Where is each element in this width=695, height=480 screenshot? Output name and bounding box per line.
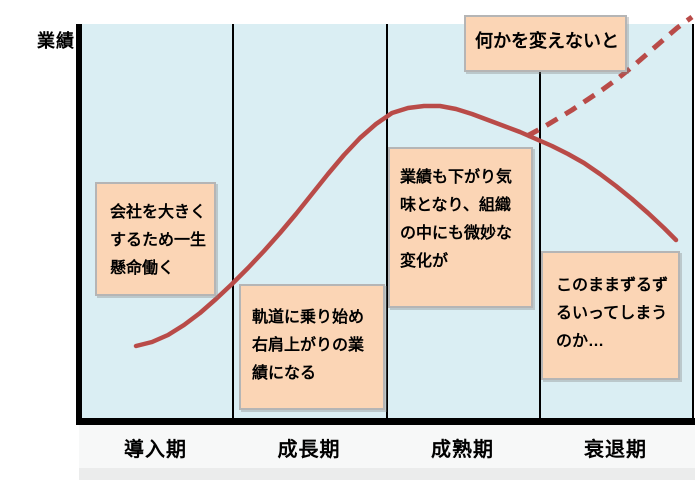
bottom-band: [79, 468, 695, 480]
callout-decline-phase: このままずるずるいってしまうのか…: [541, 251, 680, 380]
callout-growth-phase: 軌道に乗り始め右肩上がりの業績になる: [239, 284, 385, 410]
callout-introduction-text: 会社を大きくするため一生懸命働く: [110, 204, 207, 277]
callout-decline-text: このままずるずるいってしまうのか…: [556, 277, 669, 350]
x-axis-label-growth: 成長期: [277, 438, 341, 461]
phase-divider-1: [232, 24, 234, 418]
callout-introduction-phase: 会社を大きくするため一生懸命働く: [95, 182, 216, 296]
x-axis-label-introduction: 導入期: [124, 438, 187, 461]
callout-growth-text: 軌道に乗り始め右肩上がりの業績になる: [252, 309, 365, 382]
callout-maturity-phase: 業績も下がり気味となり、組織の中にも微妙な変化が: [388, 147, 533, 308]
below-axis-strip: [79, 425, 695, 468]
y-axis-label: 業績: [37, 31, 75, 51]
x-axis-line: [76, 418, 695, 425]
callout-need-change: 何かを変えないと: [464, 15, 627, 72]
x-axis-label-decline: 衰退期: [584, 438, 647, 461]
callout-need-change-text: 何かを変えないと: [475, 31, 619, 51]
x-axis-label-maturity: 成熟期: [431, 438, 494, 461]
x-axis-labels: 導入期 成長期 成熟期 衰退期: [0, 432, 695, 462]
callout-maturity-text: 業績も下がり気味となり、組織の中にも微妙な変化が: [400, 169, 513, 270]
y-axis-line: [76, 24, 82, 425]
plot-right-border: [691, 24, 694, 418]
